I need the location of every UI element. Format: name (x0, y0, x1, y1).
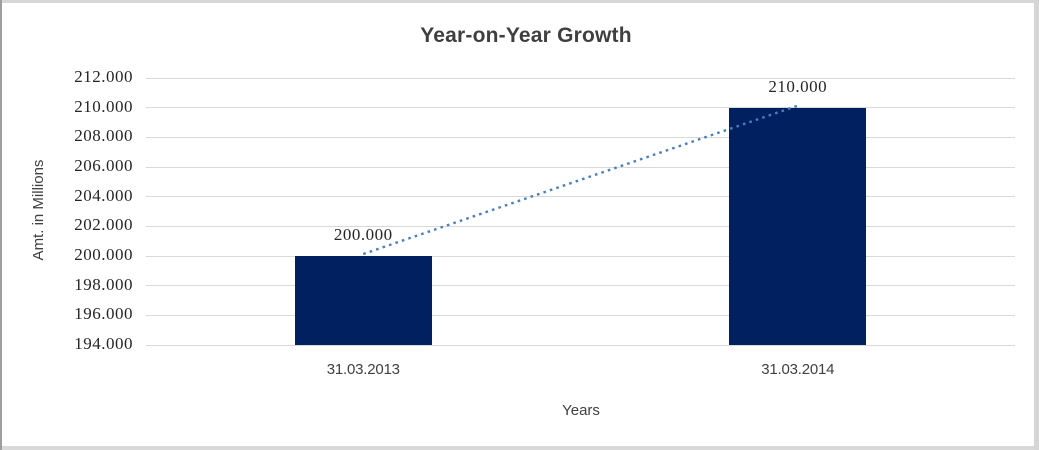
gridline (146, 196, 1015, 198)
y-axis-tick-label: 212.000 (74, 67, 133, 86)
gridline (146, 77, 1015, 79)
bar-31.03.2014 (729, 107, 867, 345)
y-axis-tick-label: 204.000 (74, 185, 133, 205)
gridline (146, 136, 1015, 138)
window-border-left (0, 0, 2, 450)
gridline (146, 285, 1015, 287)
y-axis-tick-label: 208.000 (74, 126, 133, 146)
bar-data-label: 200.000 (333, 225, 393, 244)
y-axis-tick-label: 202.000 (74, 215, 133, 235)
chart-title: Year-on-Year Growth (420, 24, 632, 47)
x-axis-tick-label: 31.03.2014 (761, 361, 835, 378)
window-border-right (1034, 0, 1039, 450)
y-axis-tick-label: 194.000 (74, 334, 133, 353)
bar-data-label: 210.000 (768, 76, 828, 96)
bar-31.03.2013 (294, 256, 432, 345)
y-axis-tick-label: 196.000 (74, 304, 133, 324)
gridline (146, 255, 1015, 257)
window-border-top (0, 0, 1039, 3)
y-axis-tick-label: 206.000 (74, 156, 133, 175)
x-axis-tick-label: 31.03.2013 (326, 361, 400, 378)
gridline (146, 344, 1015, 346)
window-border-bottom (0, 446, 1039, 450)
y-axis-tick-label: 198.000 (74, 274, 133, 294)
y-axis-tick-label: 200.000 (74, 245, 133, 264)
gridline (146, 166, 1015, 168)
gridline (146, 314, 1015, 316)
x-axis-title: Years (562, 402, 600, 419)
gridline (146, 107, 1015, 109)
y-axis-tick-label: 210.000 (74, 96, 133, 116)
gridline (146, 225, 1015, 227)
